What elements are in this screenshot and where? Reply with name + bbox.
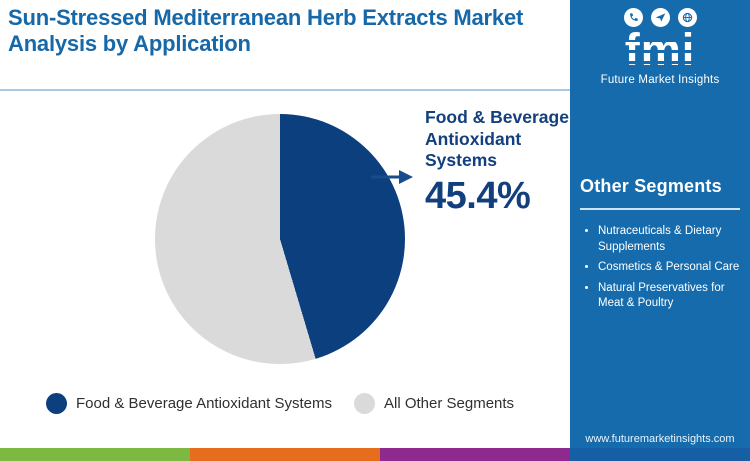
legend-label: Food & Beverage Antioxidant Systems [76, 395, 332, 412]
logo-tagline: Future Market Insights [600, 74, 720, 86]
other-segments-list: Nutraceuticals & Dietary Supplements Cos… [580, 224, 740, 312]
other-segments-heading: Other Segments [580, 176, 722, 196]
legend-dot-gray [353, 393, 375, 414]
globe-icon [677, 8, 697, 27]
legend-item: Food & Beverage Antioxidant Systems [46, 393, 332, 414]
list-item: Natural Preservatives for Meat & Poultry [598, 281, 740, 312]
fmi-text: fmi [624, 24, 696, 75]
title-line-2: Analysis by Application [8, 31, 251, 56]
other-segments-section: Other Segments Nutraceuticals & Dietary … [580, 176, 740, 317]
callout-value: 45.4% [425, 174, 531, 217]
sidebar: fmi Future Market Insights Other Segment… [570, 0, 750, 461]
title-line-1: Sun-Stressed Mediterranean Herb Extracts… [8, 5, 524, 30]
phone-icon [623, 8, 643, 27]
website-link[interactable]: www.futuremarketinsights.com [585, 433, 735, 445]
fmi-wordmark: fmi [622, 24, 698, 75]
fmi-stripe [622, 61, 698, 64]
list-item: Nutraceuticals & Dietary Supplements [598, 224, 740, 255]
footer-stripes [0, 448, 570, 461]
page-title: Sun-Stressed Mediterranean Herb Extracts… [8, 5, 543, 57]
other-segments-underline [580, 208, 740, 210]
callout-label: Food & Beverage Antioxidant Systems [425, 107, 569, 170]
footer-stripe-green [0, 448, 190, 461]
fmi-logo: fmi Future Market Insights [570, 8, 750, 86]
legend: Food & Beverage Antioxidant Systems All … [46, 393, 514, 414]
legend-label: All Other Segments [383, 395, 515, 412]
fmi-stripe [622, 50, 698, 53]
title-divider [0, 89, 570, 91]
logo-icons-row [570, 8, 750, 27]
footer-stripe-purple [380, 448, 570, 461]
legend-dot-blue [46, 393, 67, 414]
paper-plane-icon [650, 8, 670, 27]
pie-chart [155, 114, 405, 364]
sidebar-bottom-stripe [570, 448, 750, 461]
callout: Food & Beverage Antioxidant Systems 45.4… [425, 107, 575, 218]
main-panel: Sun-Stressed Mediterranean Herb Extracts… [0, 5, 570, 461]
callout-arrow-icon [371, 170, 413, 184]
legend-item: All Other Segments [353, 393, 515, 414]
list-item: Cosmetics & Personal Care [598, 260, 740, 276]
fmi-stripe [622, 39, 698, 43]
footer-stripe-orange [190, 448, 380, 461]
